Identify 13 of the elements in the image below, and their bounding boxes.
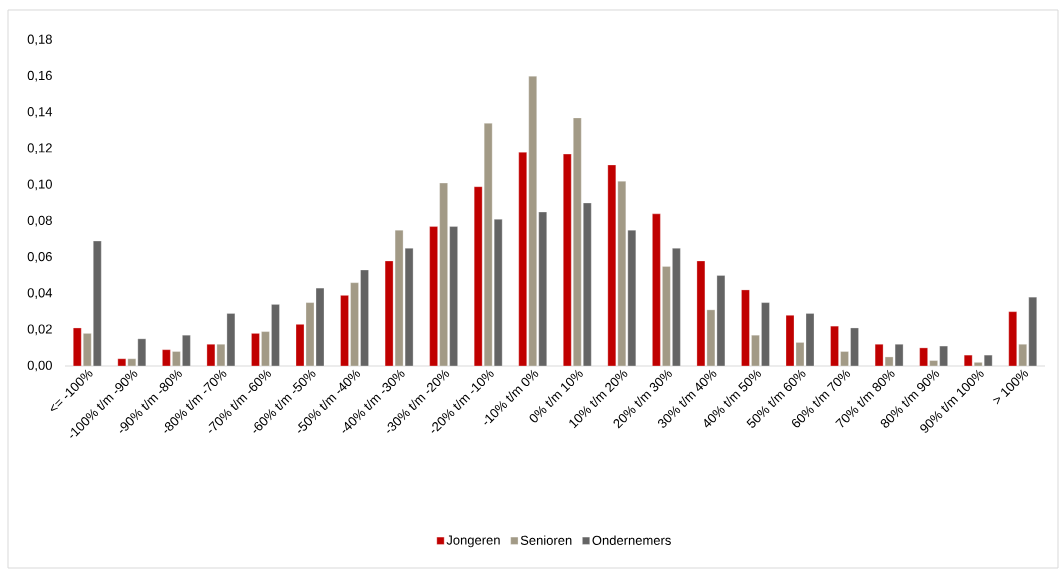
y-tick-label: 0,14 [27,107,53,118]
y-tick-label: 0,00 [27,360,52,372]
y-tick-label: 0,18 [27,34,52,46]
y-tick-label: 0,04 [27,288,53,299]
y-tick-label: 0,10 [27,179,52,191]
y-tick-label: 0,08 [27,215,52,227]
y-tick-label: 0,12 [27,143,52,155]
legend-label: Ondernemers [592,535,671,545]
y-tick-label: 0,16 [27,70,52,82]
y-tick-label: 0,02 [27,324,52,336]
y-tick-label: 0,06 [27,251,52,263]
legend-label: Jongeren [446,535,500,548]
legend-label: Senioren [520,535,572,545]
